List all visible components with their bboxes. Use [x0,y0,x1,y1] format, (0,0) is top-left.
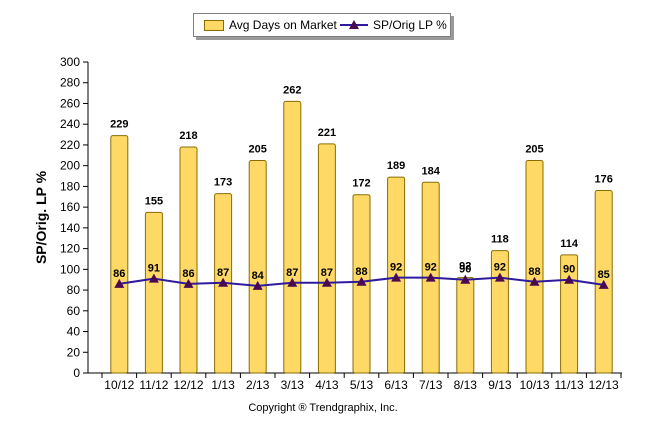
x-tick-label: 3/13 [281,378,305,392]
x-tick-label: 11/12 [139,378,168,392]
y-tick-label: 120 [60,242,80,256]
legend-item-bars: Avg Days on Market [204,17,337,33]
x-tick-label: 10/12 [104,378,134,392]
y-tick-label: 300 [60,55,80,69]
line-data-label: 88 [528,266,540,278]
line-marker [564,274,575,284]
line-data-label: 87 [321,267,333,279]
line-data-label: 88 [355,266,367,278]
line-data-label: 85 [598,269,610,281]
bar [456,277,475,374]
line-data-label: 92 [425,262,437,274]
line-marker [148,273,159,283]
x-tick-label: 6/13 [384,378,408,392]
line-data-label: 90 [459,264,471,276]
line-marker [460,274,471,284]
y-tick-label: 60 [67,304,81,318]
legend-line-label: SP/Orig LP % [373,18,447,32]
line-data-label: 86 [113,268,125,280]
x-tick-label: 5/13 [350,378,374,392]
bar [110,135,129,374]
line-marker [425,272,436,282]
line-marker [321,277,332,287]
x-tick-label: 9/13 [488,378,512,392]
bar-data-label: 205 [249,143,267,155]
legend-bar-label: Avg Days on Market [229,18,337,32]
legend-bar-swatch [204,19,224,31]
x-tick-label: 2/13 [246,378,270,392]
bar-data-label: 262 [283,84,301,96]
x-tick-label: 10/13 [519,378,549,392]
line-marker [287,277,298,287]
bar [144,211,163,374]
line-marker [598,279,609,289]
line-marker [252,280,263,290]
bar-data-label: 176 [595,174,613,186]
y-tick-label: 180 [60,179,80,193]
y-tick-label: 220 [60,138,80,152]
y-tick-label: 260 [60,96,80,110]
y-tick-label: 140 [60,221,80,235]
bar [283,100,302,374]
bar-data-label: 229 [110,119,128,131]
x-tick-label: 4/13 [315,378,339,392]
bar-data-label: 155 [145,195,163,207]
y-axis-title: SP/Orig. LP % [33,170,49,264]
line-data-label: 90 [563,264,575,276]
x-tick-label: 12/13 [589,378,619,392]
y-tick-label: 200 [60,159,80,173]
bar [179,146,198,374]
x-tick-label: 11/13 [555,378,584,392]
bar-data-label: 92 [459,261,471,273]
y-tick-label: 280 [60,76,80,90]
bar-data-label: 205 [525,143,543,155]
line-data-label: 92 [390,262,402,274]
y-tick-label: 240 [60,117,80,131]
line-data-label: 91 [148,263,160,275]
x-tick-label: 8/13 [454,378,478,392]
line-data-label: 84 [252,270,265,282]
line-marker [114,278,125,288]
bar-data-label: 221 [318,127,336,139]
line-data-label: 87 [286,267,298,279]
y-tick-label: 40 [67,325,81,339]
x-tick-label: 12/12 [173,378,203,392]
line-data-label: 86 [182,268,194,280]
legend-item-line: SP/Orig LP % [340,17,447,33]
bar-data-label: 173 [214,177,232,189]
legend: Avg Days on Market SP/Orig LP % [193,13,451,37]
bar [317,143,336,374]
bar [560,254,579,374]
bar-data-label: 118 [491,234,509,246]
line-data-label: 92 [494,262,506,274]
line-data-label: 87 [217,267,229,279]
y-tick-label: 0 [73,366,80,380]
copyright-text: Copyright ® Trendgraphix, Inc. [248,402,398,414]
y-tick-label: 160 [60,200,80,214]
y-tick-label: 80 [67,283,81,297]
bar-data-label: 189 [387,160,405,172]
y-tick-label: 20 [67,345,81,359]
x-tick-label: 7/13 [419,378,443,392]
bar-data-label: 114 [560,238,579,250]
line-marker [529,276,540,286]
bar-data-label: 172 [352,178,370,190]
line-marker [356,276,367,286]
line-marker [391,272,402,282]
line-marker [494,272,505,282]
line-marker [183,278,194,288]
bar-data-label: 184 [422,165,441,177]
y-tick-label: 100 [60,262,80,276]
x-tick-label: 1/13 [211,378,235,392]
bar [248,159,267,374]
bar [525,159,544,374]
bar-data-label: 218 [179,130,197,142]
legend-line-swatch [340,19,368,31]
line-marker [218,277,229,287]
